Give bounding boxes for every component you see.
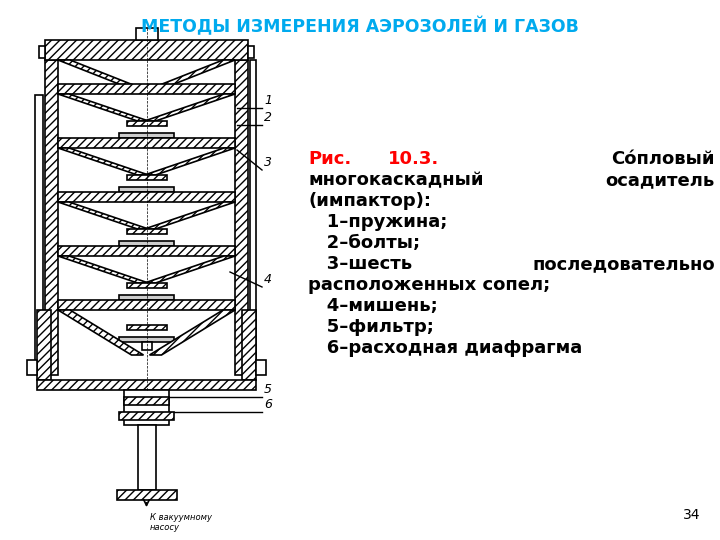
- Polygon shape: [58, 94, 148, 121]
- Bar: [142, 138, 151, 146]
- Bar: [127, 325, 166, 330]
- Bar: [58, 84, 235, 94]
- Text: 2: 2: [264, 111, 272, 124]
- Bar: [127, 175, 166, 180]
- Polygon shape: [58, 148, 148, 175]
- Text: 1: 1: [264, 94, 272, 107]
- Bar: [58, 138, 235, 148]
- Bar: [119, 241, 174, 246]
- Text: (импактор):: (импактор):: [308, 192, 431, 210]
- Text: МЕТОДЫ ИЗМЕРЕНИЯ АЭРОЗОЛЕЙ И ГАЗОВ: МЕТОДЫ ИЗМЕРЕНИЯ АЭРОЗОЛЕЙ И ГАЗОВ: [141, 17, 579, 36]
- Bar: [124, 397, 169, 405]
- Bar: [117, 490, 176, 500]
- Text: 2–болты;: 2–болты;: [308, 234, 420, 252]
- Text: 6–расходная диафрагма: 6–расходная диафрагма: [308, 339, 582, 357]
- Bar: [235, 60, 248, 375]
- Bar: [138, 425, 156, 490]
- Bar: [58, 192, 235, 202]
- Polygon shape: [145, 256, 235, 283]
- Text: многокаскадный: многокаскадный: [308, 171, 484, 189]
- Polygon shape: [58, 202, 148, 229]
- Bar: [124, 390, 169, 425]
- Bar: [142, 192, 151, 200]
- Text: К вакуумному
насосу: К вакуумному насосу: [150, 513, 212, 532]
- Bar: [58, 246, 235, 256]
- Text: 34: 34: [683, 508, 700, 522]
- Bar: [127, 283, 166, 288]
- Polygon shape: [145, 94, 235, 121]
- Polygon shape: [58, 60, 146, 90]
- Bar: [119, 187, 174, 192]
- Bar: [250, 60, 256, 375]
- Text: 1–пружина;: 1–пружина;: [308, 213, 447, 231]
- Bar: [127, 229, 166, 234]
- Bar: [37, 310, 51, 380]
- Bar: [135, 28, 158, 40]
- Bar: [58, 84, 235, 94]
- Bar: [119, 412, 174, 420]
- Bar: [117, 490, 176, 500]
- Text: 3: 3: [264, 156, 272, 169]
- Bar: [45, 40, 248, 60]
- Bar: [58, 192, 235, 202]
- Bar: [45, 40, 248, 60]
- Text: осадитель: осадитель: [606, 171, 715, 189]
- Bar: [119, 337, 174, 342]
- Bar: [242, 310, 256, 380]
- Bar: [127, 229, 166, 234]
- Bar: [124, 397, 169, 405]
- Text: 4–мишень;: 4–мишень;: [308, 297, 438, 315]
- Bar: [58, 246, 235, 256]
- Bar: [39, 46, 45, 58]
- Bar: [27, 360, 37, 375]
- Text: последовательно: последовательно: [532, 255, 715, 273]
- Text: Сóпловый: Сóпловый: [611, 150, 715, 168]
- Text: 5–фильтр;: 5–фильтр;: [308, 318, 434, 336]
- Bar: [45, 60, 58, 375]
- Bar: [127, 175, 166, 180]
- Bar: [119, 133, 174, 138]
- Bar: [37, 380, 256, 390]
- Bar: [58, 300, 235, 310]
- Polygon shape: [145, 202, 235, 229]
- Bar: [58, 138, 235, 148]
- Bar: [256, 360, 266, 375]
- Bar: [235, 60, 248, 375]
- Bar: [58, 300, 235, 310]
- Text: 4: 4: [264, 273, 272, 286]
- Bar: [37, 310, 51, 380]
- Text: 10.3.: 10.3.: [388, 150, 439, 168]
- Bar: [119, 412, 174, 420]
- Text: Рис.: Рис.: [308, 150, 351, 168]
- Polygon shape: [145, 148, 235, 175]
- Bar: [127, 325, 166, 330]
- Bar: [142, 300, 151, 308]
- Bar: [119, 295, 174, 300]
- Bar: [127, 121, 166, 126]
- Polygon shape: [147, 60, 235, 90]
- Bar: [142, 246, 151, 254]
- Polygon shape: [58, 256, 148, 283]
- Bar: [142, 342, 151, 350]
- Bar: [127, 283, 166, 288]
- Bar: [242, 310, 256, 380]
- Polygon shape: [58, 310, 143, 355]
- Text: 5: 5: [264, 383, 272, 396]
- Bar: [127, 121, 166, 126]
- Text: расположенных сопел;: расположенных сопел;: [308, 276, 550, 294]
- Bar: [37, 380, 256, 390]
- Polygon shape: [150, 310, 235, 355]
- Text: 6: 6: [264, 398, 272, 411]
- Text: 3–шесть: 3–шесть: [308, 255, 412, 273]
- Bar: [35, 95, 43, 365]
- Bar: [248, 46, 254, 58]
- Bar: [45, 60, 58, 375]
